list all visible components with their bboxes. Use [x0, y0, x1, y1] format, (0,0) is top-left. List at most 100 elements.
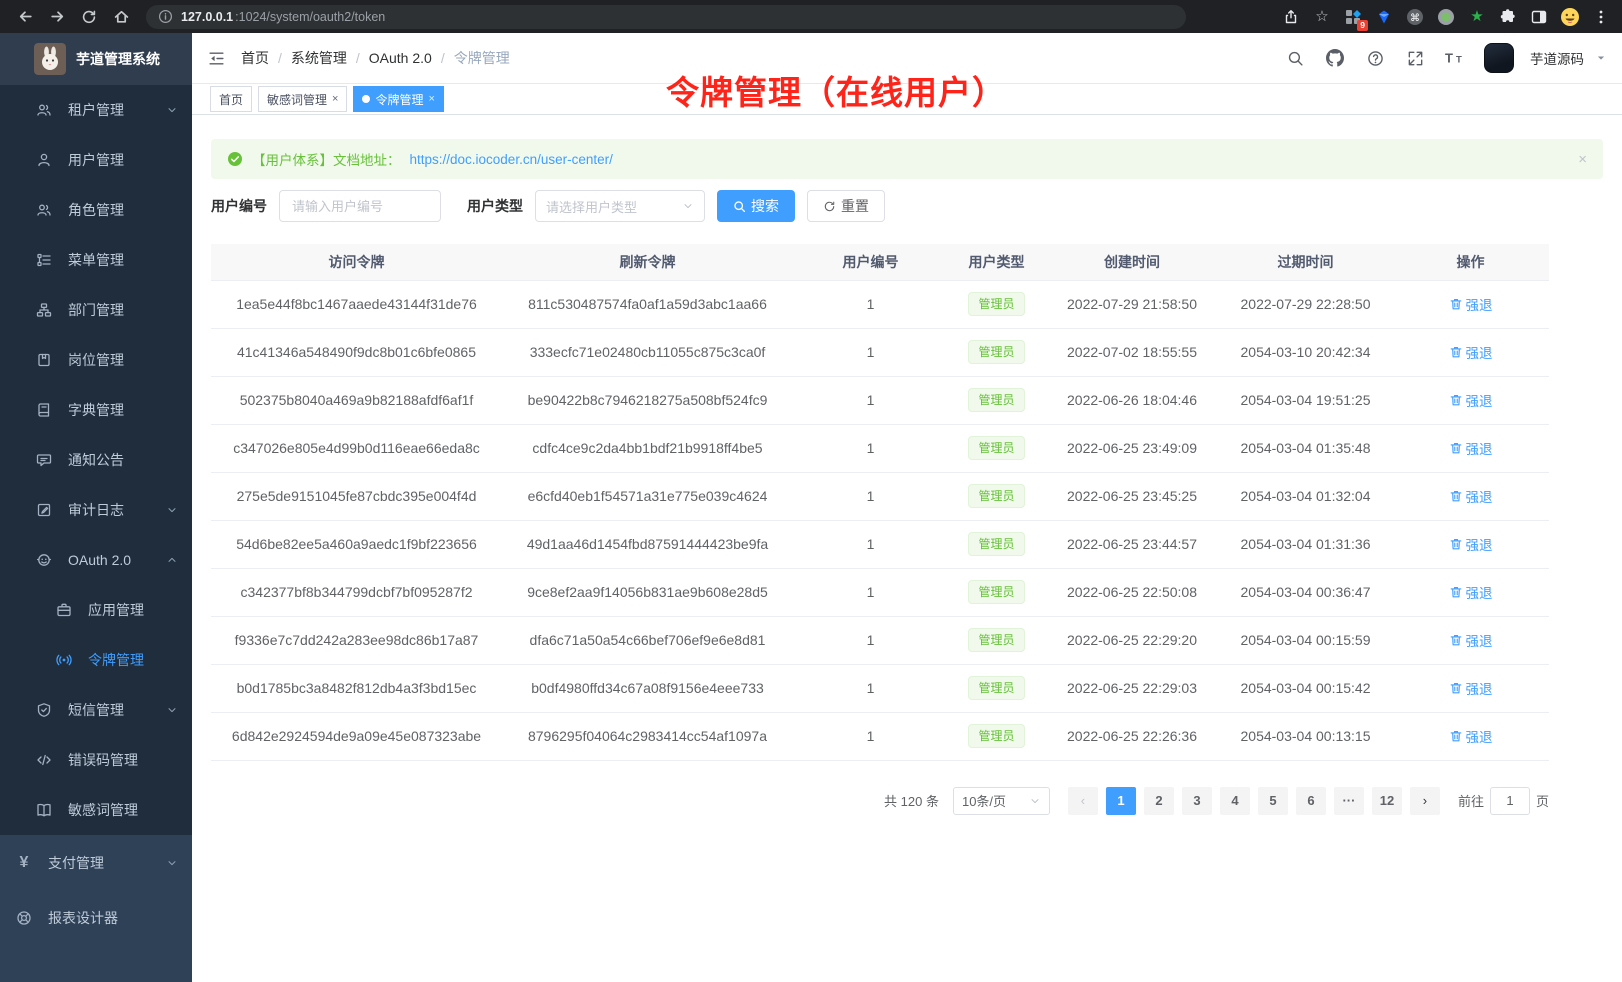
share-icon[interactable]	[1280, 6, 1302, 28]
trash-icon	[1449, 441, 1463, 455]
dept-icon	[36, 302, 52, 318]
bookmark-star-icon[interactable]: ☆	[1315, 8, 1329, 25]
sidebar-item-report-designer[interactable]: 报表设计器	[0, 890, 192, 945]
page-button[interactable]: 12	[1371, 786, 1402, 815]
page-button[interactable]: ···	[1333, 786, 1364, 815]
force-logout-button[interactable]: 强退	[1449, 294, 1493, 314]
sidebar-item-pay[interactable]: ¥ 支付管理	[0, 835, 192, 890]
force-logout-button[interactable]: 强退	[1449, 486, 1493, 506]
search-icon[interactable]	[1280, 43, 1310, 73]
address-bar[interactable]: 127.0.0.1:1024/system/oauth2/token	[146, 4, 1186, 29]
tab-home[interactable]: 首页	[210, 86, 253, 112]
sidebar-item-post[interactable]: 岗位管理	[0, 335, 192, 385]
caret-down-icon[interactable]	[1596, 53, 1606, 63]
page-button[interactable]: 4	[1219, 786, 1250, 815]
table-row: b0d1785bc3a8482f812db4a3f3bd15ec b0df498…	[211, 664, 1549, 713]
command-extension-icon[interactable]: ⌘	[1404, 6, 1426, 28]
sidebar-item-oauth2-app[interactable]: 应用管理	[0, 585, 192, 635]
avatar[interactable]	[1484, 43, 1514, 73]
created-cell: 2022-06-25 22:50:08	[1045, 568, 1219, 617]
sidebar-toggle-icon[interactable]	[208, 50, 225, 67]
close-icon[interactable]: ×	[428, 93, 435, 105]
sidebar-item-tenant[interactable]: 租户管理	[0, 85, 192, 135]
force-logout-button[interactable]: 强退	[1449, 726, 1493, 746]
sidebar-item-user[interactable]: 用户管理	[0, 135, 192, 185]
force-logout-button[interactable]: 强退	[1449, 390, 1493, 410]
force-logout-button[interactable]: 强退	[1449, 534, 1493, 554]
expires-cell: 2054-03-04 00:13:15	[1219, 712, 1392, 761]
sidebar-item-dept[interactable]: 部门管理	[0, 285, 192, 335]
fullscreen-icon[interactable]	[1400, 43, 1430, 73]
breadcrumb-oauth2[interactable]: OAuth 2.0	[368, 50, 432, 66]
force-logout-button[interactable]: 强退	[1449, 678, 1493, 698]
refresh-token-cell: 333ecfc71e02480cb11055c875c3ca0f	[502, 328, 793, 377]
force-logout-button[interactable]: 强退	[1449, 342, 1493, 362]
table-row: c347026e805e4d99b0d116eae66eda8c cdfc4ce…	[211, 424, 1549, 473]
menu-dots-icon[interactable]	[1590, 6, 1612, 28]
breadcrumb-home[interactable]: 首页	[241, 50, 269, 66]
access-token-cell: 275e5de9151045fe87cbdc395e004f4d	[211, 472, 502, 521]
forward-icon[interactable]	[42, 3, 72, 31]
force-logout-button[interactable]: 强退	[1449, 630, 1493, 650]
breadcrumb-system[interactable]: 系统管理	[290, 50, 347, 66]
app-logo[interactable]: 芋道管理系统	[0, 33, 192, 85]
sidebar-item-role[interactable]: 角色管理	[0, 185, 192, 235]
sidebar-item-dict[interactable]: 字典管理	[0, 385, 192, 435]
goto-page-input[interactable]	[1489, 786, 1530, 815]
user-type-tag: 管理员	[968, 292, 1025, 316]
profile-emoji-icon[interactable]	[1559, 6, 1581, 28]
page-button[interactable]: 3	[1181, 786, 1212, 815]
search-button[interactable]: 搜索	[717, 190, 795, 222]
star-extension-icon[interactable]: ★	[1470, 8, 1484, 25]
force-logout-button[interactable]: 强退	[1449, 582, 1493, 602]
page-button[interactable]: 5	[1257, 786, 1288, 815]
username[interactable]: 芋道源码	[1530, 52, 1584, 67]
alert-close-icon[interactable]: ×	[1578, 150, 1587, 168]
sidebar-item-error-code[interactable]: 错误码管理	[0, 735, 192, 785]
page-button[interactable]: 6	[1295, 786, 1326, 815]
trash-icon	[1449, 681, 1463, 695]
sidebar-item-sensitive-word[interactable]: 敏感词管理	[0, 785, 192, 835]
force-logout-button[interactable]: 强退	[1449, 438, 1493, 458]
record-extension-icon[interactable]	[1435, 6, 1457, 28]
close-icon[interactable]: ×	[332, 93, 339, 105]
user-type-select[interactable]: 请选择用户类型	[535, 190, 705, 222]
sidepanel-icon[interactable]	[1528, 6, 1550, 28]
reload-icon[interactable]	[74, 3, 104, 31]
next-page-button[interactable]: ›	[1409, 786, 1440, 815]
github-icon[interactable]	[1320, 43, 1350, 73]
tab-sensitive-word[interactable]: 敏感词管理 ×	[258, 86, 348, 112]
sidebar-item-oauth2[interactable]: OAuth 2.0	[0, 535, 192, 585]
filter-form: 用户编号 用户类型 请选择用户类型 搜索 重置	[211, 190, 1603, 222]
home-icon[interactable]	[106, 3, 136, 31]
user-type-label: 用户类型	[467, 198, 523, 214]
help-icon[interactable]	[1360, 43, 1390, 73]
puzzle-extension-icon[interactable]	[1497, 6, 1519, 28]
total-count: 共 120 条	[884, 794, 939, 809]
sidebar-item-menu[interactable]: 菜单管理	[0, 235, 192, 285]
chevron-down-icon	[682, 200, 694, 212]
report-icon	[16, 910, 32, 926]
extension-grid-icon[interactable]: 9	[1342, 6, 1368, 31]
refresh-token-cell: 9ce8ef2aa9f14056b831ae9b608e28d5	[502, 568, 793, 617]
gem-extension-icon[interactable]	[1373, 6, 1395, 28]
reset-button[interactable]: 重置	[807, 190, 885, 222]
sidebar-item-audit-log[interactable]: 审计日志	[0, 485, 192, 535]
column-header: 用户类型	[948, 244, 1045, 281]
created-cell: 2022-06-25 22:29:20	[1045, 616, 1219, 665]
sidebar-item-notice[interactable]: 通知公告	[0, 435, 192, 485]
prev-page-button[interactable]: ‹	[1067, 786, 1098, 815]
page-button[interactable]: 2	[1143, 786, 1174, 815]
sidebar-item-oauth2-token[interactable]: 令牌管理	[0, 635, 192, 685]
doc-link[interactable]: https://doc.iocoder.cn/user-center/	[409, 151, 613, 167]
user-id-input[interactable]	[279, 190, 441, 222]
page-button[interactable]: 1	[1105, 786, 1136, 815]
back-icon[interactable]	[10, 3, 40, 31]
trash-icon	[1449, 585, 1463, 599]
page-size-select[interactable]: 10条/页	[952, 786, 1050, 815]
tab-token[interactable]: 令牌管理 ×	[353, 86, 444, 112]
sidebar-item-sms[interactable]: 短信管理	[0, 685, 192, 735]
expires-cell: 2054-03-04 19:51:25	[1219, 376, 1392, 425]
info-icon[interactable]	[158, 9, 173, 24]
